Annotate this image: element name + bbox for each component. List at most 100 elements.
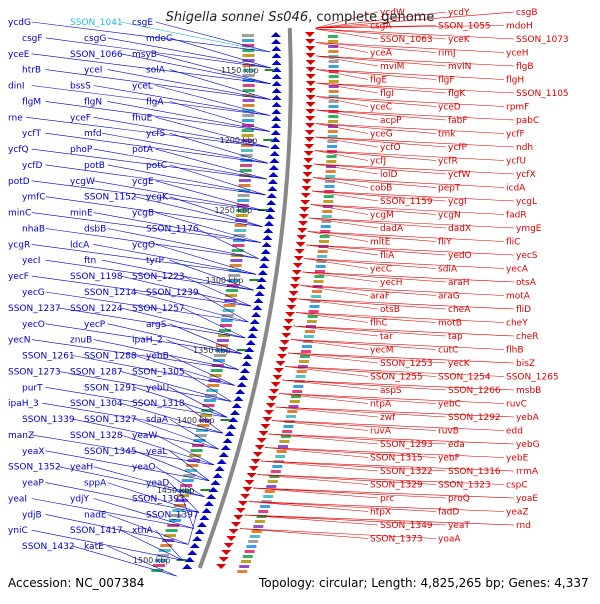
reverse-gene-label: proQ <box>448 494 470 504</box>
forward-gene-label: ycgB <box>132 209 154 219</box>
forward-leader-line <box>45 69 271 100</box>
forward-gene-arrow <box>263 228 274 233</box>
reverse-gene-label: tmk <box>438 130 456 140</box>
reverse-gene-arrow <box>305 88 316 93</box>
feature-bar <box>207 384 220 387</box>
reverse-leader-line <box>282 379 379 391</box>
feature-bar <box>242 124 254 127</box>
reverse-gene-arrow <box>304 137 315 142</box>
reverse-leader-line <box>316 55 379 67</box>
forward-gene-arrow <box>244 347 255 352</box>
feature-bar <box>229 264 242 267</box>
feature-bar <box>200 414 212 417</box>
reverse-leader-line <box>298 298 447 310</box>
forward-gene-arrow <box>257 270 268 275</box>
feature-bar <box>255 520 265 523</box>
reverse-gene-label: fliA <box>380 251 395 261</box>
tick-label: 1500 kbp <box>133 556 171 565</box>
feature-bar <box>206 389 219 392</box>
feature-bar <box>238 179 251 182</box>
forward-leader-line <box>120 307 246 339</box>
feature-bar <box>269 475 280 478</box>
forward-gene-arrow <box>270 130 281 135</box>
reverse-gene-label: rrmA <box>516 467 539 477</box>
reverse-gene-arrow <box>303 151 314 156</box>
forward-gene-label: ycfT <box>22 129 41 139</box>
feature-bar <box>325 175 336 178</box>
forward-leader-line <box>107 228 259 259</box>
forward-leader-line <box>169 323 243 355</box>
feature-bar <box>241 560 251 563</box>
forward-gene-arrow <box>269 158 280 163</box>
feature-bar <box>203 399 216 402</box>
feature-bar <box>292 390 303 393</box>
forward-leader-line <box>107 323 243 355</box>
reverse-leader-line <box>315 28 379 40</box>
reverse-gene-label: yceK <box>448 35 471 45</box>
forward-gene-arrow <box>194 529 205 534</box>
feature-bar <box>198 419 211 422</box>
reverse-gene-arrow <box>276 354 287 359</box>
forward-gene-label: SSON_1288 <box>84 352 137 362</box>
feature-bar <box>242 89 255 92</box>
reverse-gene-label: yceA <box>370 49 393 59</box>
forward-leader-line <box>107 101 270 132</box>
reverse-gene-label: fabF <box>448 116 468 126</box>
tick-label: 1200 kbp <box>220 136 258 145</box>
forward-gene-label: ymfC <box>22 193 46 203</box>
feature-bar <box>327 35 338 38</box>
reverse-gene-arrow <box>300 200 311 205</box>
feature-bar <box>209 374 222 377</box>
forward-gene-arrow <box>270 32 281 37</box>
feature-bar <box>241 134 254 137</box>
forward-leader-line <box>58 307 246 339</box>
reverse-gene-arrow <box>275 361 286 366</box>
reverse-leader-line <box>244 514 447 526</box>
feature-bar <box>237 199 250 202</box>
reverse-gene-label: ruvA <box>370 427 392 437</box>
reverse-gene-label: SSON_1073 <box>516 35 569 45</box>
feature-bar <box>242 64 255 67</box>
reverse-gene-label: otsB <box>380 305 400 315</box>
forward-gene-label: flgA <box>146 97 164 107</box>
forward-leader-line <box>155 85 271 116</box>
reverse-gene-label: ycfX <box>516 170 536 180</box>
reverse-gene-label: SSON_1292 <box>448 413 501 423</box>
feature-bar <box>205 394 217 397</box>
reverse-gene-label: SSON_1315 <box>370 454 423 464</box>
feature-bar <box>320 230 331 233</box>
feature-bar <box>184 469 197 472</box>
forward-gene-label: yceF <box>70 113 91 123</box>
forward-gene-arrow <box>271 109 282 114</box>
feature-bar <box>304 335 314 338</box>
reverse-gene-label: ntpA <box>370 400 392 410</box>
reverse-leader-line <box>300 285 437 296</box>
reverse-gene-arrow <box>301 179 312 184</box>
reverse-leader-line <box>248 501 369 512</box>
reverse-gene-label: pepT <box>438 184 461 194</box>
reverse-gene-label: yecA <box>506 265 529 275</box>
reverse-leader-line <box>285 366 505 377</box>
feature-bar <box>217 339 229 342</box>
reverse-leader-line <box>311 190 379 202</box>
forward-gene-label: csgF <box>22 34 43 44</box>
left-gene-labels: ycdG SSON_1041 csgE csgF csgG mdoC yceE SSON_10… <box>8 18 271 577</box>
forward-leader-line <box>45 101 270 132</box>
reverse-gene-label: yecH <box>380 278 403 288</box>
forward-gene-label: SSON_1214 <box>84 288 137 298</box>
feature-bar <box>234 229 247 232</box>
forward-gene-arrow <box>230 410 241 415</box>
feature-bar <box>196 429 209 432</box>
forward-gene-arrow <box>238 375 249 380</box>
feature-bar <box>221 314 234 317</box>
feature-bar <box>328 95 339 98</box>
forward-gene-arrow <box>268 172 279 177</box>
feature-bar <box>246 545 257 548</box>
reverse-gene-arrow <box>279 340 290 345</box>
forward-gene-label: nhaB <box>22 224 45 234</box>
feature-bar <box>317 255 328 258</box>
feature-bar <box>226 289 238 292</box>
reverse-leader-line <box>302 271 379 283</box>
forward-gene-label: fhuE <box>132 113 153 123</box>
reverse-leader-line <box>302 271 515 283</box>
